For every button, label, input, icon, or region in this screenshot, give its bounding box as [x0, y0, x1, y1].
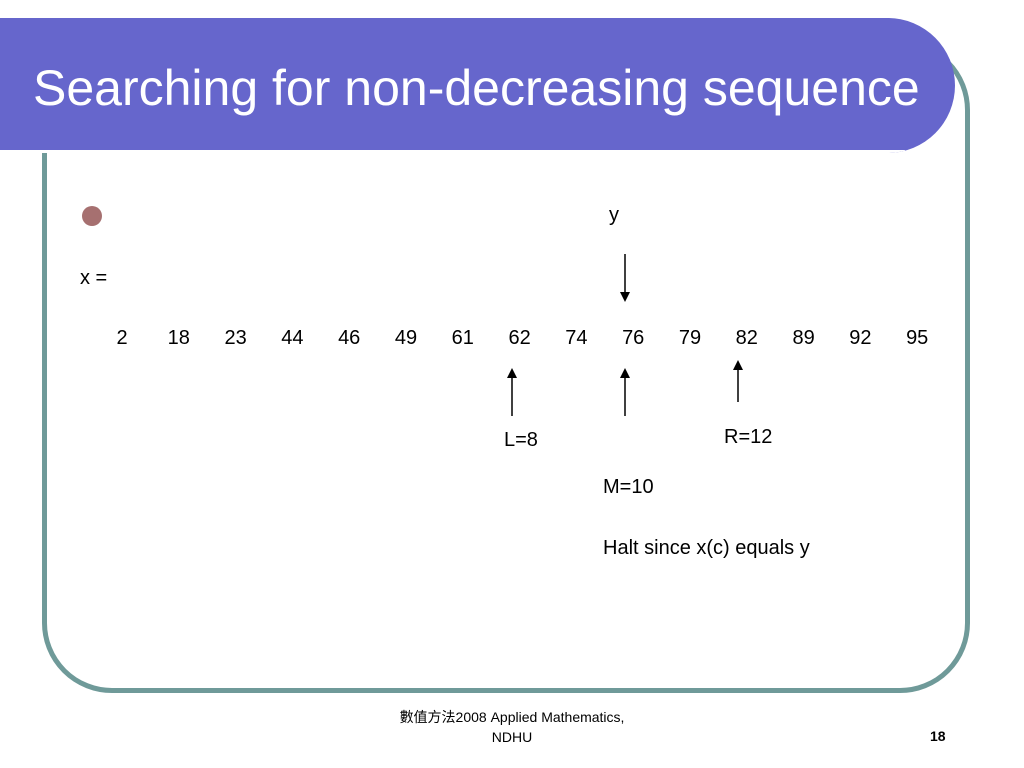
bullet-dot-icon — [82, 206, 102, 226]
arrow-up-icon — [620, 368, 630, 416]
x-label: x = — [80, 267, 108, 289]
sequence-value: 62 — [508, 327, 531, 349]
sequence-value: 61 — [451, 327, 474, 349]
sequence-value: 23 — [224, 327, 247, 349]
left-marker-label: L=8 — [504, 429, 538, 451]
sequence-value: 79 — [678, 327, 702, 349]
arrow-up-icon — [507, 368, 517, 416]
mid-marker-label: M=10 — [603, 476, 654, 498]
sequence-value: 95 — [906, 327, 929, 349]
sequence-value: 49 — [394, 327, 418, 349]
footer-line-2: NDHU — [491, 729, 533, 745]
page-number: 18 — [930, 728, 946, 744]
slide-title: Searching for non-decreasing sequence — [33, 60, 920, 116]
footer-credit: 數值方法2008 Applied Mathematics, NDHU — [362, 707, 662, 747]
sequence-value: 46 — [338, 327, 361, 349]
footer-line-1: 數值方法2008 Applied Mathematics, — [399, 709, 625, 725]
sequence-value: 2 — [116, 327, 128, 349]
sequence-value: 74 — [565, 327, 588, 349]
arrow-up-icon — [733, 360, 743, 402]
sequence-value: 92 — [849, 327, 872, 349]
halt-text: Halt since x(c) equals y — [603, 537, 810, 559]
title-bar: Searching for non-decreasing sequence — [0, 18, 955, 153]
sequence-value: 82 — [735, 327, 758, 349]
sequence-value: 18 — [167, 327, 190, 349]
y-label: y — [609, 204, 619, 226]
sequence-value: 76 — [622, 327, 645, 349]
arrow-down-icon — [620, 254, 630, 302]
title-underline — [0, 150, 905, 153]
sequence-value: 44 — [281, 327, 304, 349]
right-marker-label: R=12 — [724, 426, 773, 448]
sequence-value: 89 — [792, 327, 815, 349]
